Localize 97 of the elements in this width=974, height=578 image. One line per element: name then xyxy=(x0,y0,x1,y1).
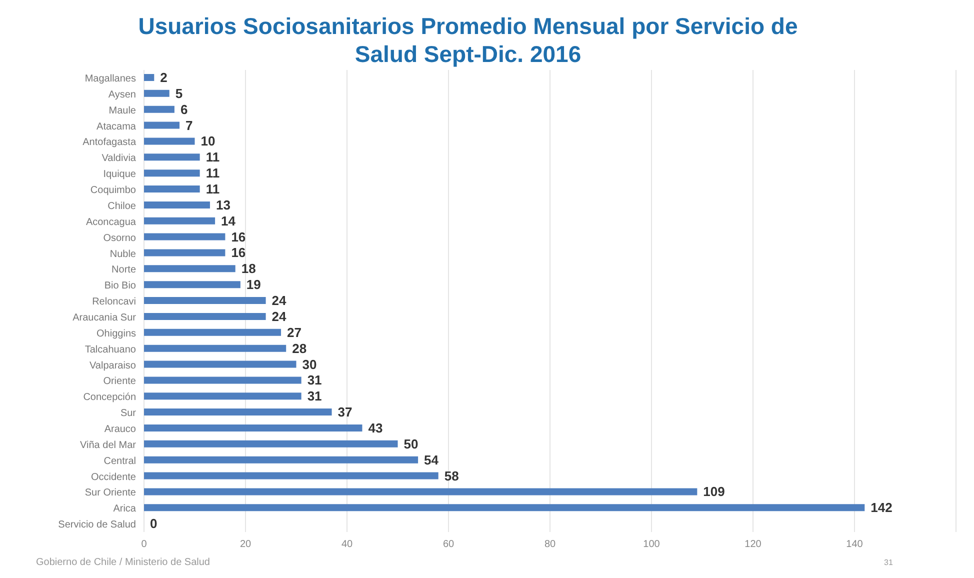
bar xyxy=(144,154,200,161)
y-tick-label: Oriente xyxy=(103,376,136,388)
y-tick-label: Concepción xyxy=(83,392,136,404)
y-tick-label: Bio Bio xyxy=(104,280,136,292)
y-tick-label: Arauco xyxy=(104,424,136,435)
chart-title: Usuarios Sociosanitarios Promedio Mensual por Servicio de Salud Sept-Dic. 2016 xyxy=(137,12,799,68)
x-tick-label: 0 xyxy=(141,539,148,550)
bar xyxy=(144,201,210,208)
bar xyxy=(144,408,332,416)
y-tick-label: Occidente xyxy=(90,472,136,483)
y-tick-label: Central xyxy=(104,456,136,467)
bar xyxy=(144,344,286,352)
y-tick-label: Norte xyxy=(112,264,136,276)
y-tick-label: Araucania Sur xyxy=(72,312,137,324)
bar xyxy=(144,312,266,320)
data-label: 2 xyxy=(160,70,168,85)
data-label: 14 xyxy=(221,213,236,228)
bar xyxy=(144,249,226,256)
data-label: 27 xyxy=(287,324,302,340)
bar xyxy=(144,488,698,496)
bar xyxy=(144,138,195,145)
bar xyxy=(144,440,398,448)
bar xyxy=(144,392,302,400)
data-label: 50 xyxy=(404,436,418,452)
y-tick-label: Chiloe xyxy=(108,200,136,212)
bar xyxy=(144,233,226,240)
bar xyxy=(144,456,418,464)
data-label: 6 xyxy=(180,102,188,117)
data-label: 37 xyxy=(338,404,352,420)
bar xyxy=(144,360,296,368)
data-label: 30 xyxy=(302,356,317,372)
bar xyxy=(144,328,282,336)
data-label: 58 xyxy=(444,468,459,484)
y-tick-label: Antofagasta xyxy=(82,137,136,148)
data-label: 18 xyxy=(241,261,256,276)
bar xyxy=(144,122,180,129)
y-tick-label: Iquique xyxy=(103,169,136,180)
y-tick-label: Sur Oriente xyxy=(84,488,136,499)
data-label: 31 xyxy=(307,372,322,388)
y-tick-label: Talcahuano xyxy=(84,344,136,356)
data-label: 31 xyxy=(307,388,322,404)
data-label: 16 xyxy=(231,245,246,260)
data-label: 10 xyxy=(200,134,216,149)
bar xyxy=(144,281,240,288)
y-tick-label: Valparaiso xyxy=(89,360,136,372)
data-label: 24 xyxy=(272,293,288,308)
data-label: 19 xyxy=(246,277,261,292)
data-label: 5 xyxy=(175,86,183,101)
bar xyxy=(144,376,302,384)
bar xyxy=(144,472,438,480)
x-tick-label: 80 xyxy=(544,539,556,550)
bar xyxy=(144,217,216,224)
bar xyxy=(144,90,170,97)
data-label: 11 xyxy=(206,166,220,181)
y-tick-label: Viña del Mar xyxy=(80,440,137,451)
y-tick-label: Arica xyxy=(113,504,136,515)
data-label: 24 xyxy=(272,308,288,324)
y-tick-label: Atacama xyxy=(96,121,136,132)
text: 31 xyxy=(884,558,893,567)
data-label: 0 xyxy=(150,516,158,532)
bar xyxy=(144,297,266,304)
y-tick-label: Ohiggins xyxy=(96,328,136,340)
data-label: 109 xyxy=(703,484,725,500)
bar xyxy=(144,424,362,432)
data-label: 11 xyxy=(206,150,220,165)
y-tick-label: Sur xyxy=(120,408,137,420)
data-label: 43 xyxy=(368,420,383,436)
x-tick-label: 60 xyxy=(442,539,454,550)
data-label: 142 xyxy=(870,500,892,516)
text: Gobierno de Chile / Ministerio de Salud xyxy=(36,557,210,568)
y-tick-label: Aconcagua xyxy=(86,216,136,228)
data-label: 54 xyxy=(424,452,440,468)
x-tick-label: 100 xyxy=(643,539,660,550)
bar xyxy=(144,265,236,272)
bar xyxy=(144,106,174,113)
x-tick-label: 140 xyxy=(846,539,864,550)
data-label: 11 xyxy=(206,182,220,197)
y-tick-label: Coquimbo xyxy=(90,185,136,196)
bar xyxy=(144,74,154,81)
data-label: 7 xyxy=(186,118,193,133)
bar xyxy=(144,170,200,177)
data-label: 13 xyxy=(216,197,230,212)
y-tick-label: Servicio de Salud xyxy=(58,520,136,531)
y-tick-label: Osorno xyxy=(103,232,136,244)
y-tick-label: Maule xyxy=(108,105,136,116)
data-label: 28 xyxy=(292,340,307,356)
x-tick-label: 20 xyxy=(240,539,252,550)
y-tick-label: Magallanes xyxy=(84,74,136,85)
y-tick-label: Reloncavi xyxy=(92,296,136,308)
bar xyxy=(144,186,200,193)
y-tick-label: Nuble xyxy=(110,248,136,260)
y-tick-label: Valdivia xyxy=(102,153,136,164)
data-label: 16 xyxy=(231,229,246,244)
x-tick-label: 120 xyxy=(744,539,762,550)
bar xyxy=(144,504,865,512)
x-tick-label: 40 xyxy=(341,539,353,550)
y-tick-label: Aysen xyxy=(108,89,136,100)
